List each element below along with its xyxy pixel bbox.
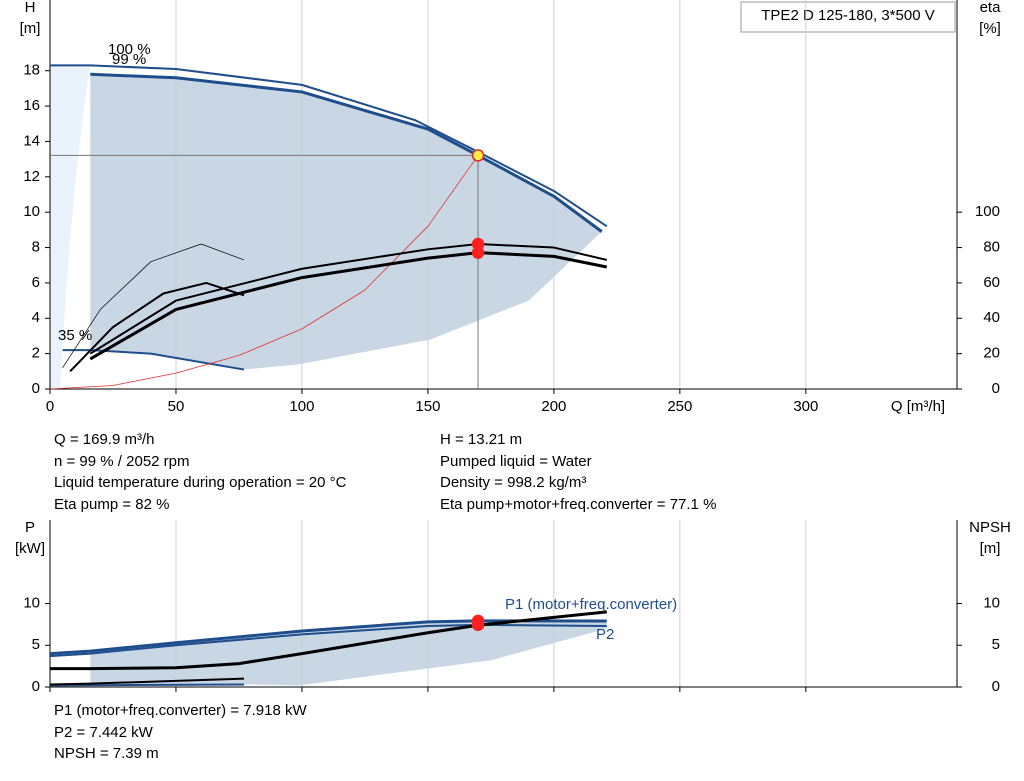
info-line: P2 = 7.442 kW	[54, 723, 153, 741]
chart-title: TPE2 D 125-180, 3*500 V	[761, 7, 934, 24]
info-line: NPSH = 7.39 m	[54, 745, 159, 762]
y2-tick-label: 80	[983, 239, 1000, 256]
y-tick-label: 2	[32, 345, 40, 362]
curve	[89, 243, 608, 355]
y2-axis-unit: [%]	[979, 20, 1001, 37]
info-line: Density = 998.2 kg/m³	[440, 474, 587, 491]
y2-axis-label: NPSH	[969, 519, 1011, 536]
y-tick-label: 4	[32, 309, 40, 326]
y-tick-label: 5	[32, 636, 40, 653]
y2-tick-label: 5	[992, 636, 1000, 653]
curve	[90, 72, 603, 233]
curve-label: 35 %	[58, 327, 92, 344]
operating-region	[90, 620, 607, 686]
y-tick-label: 10	[23, 594, 40, 611]
x-tick-label: 150	[415, 398, 440, 415]
x-tick-label: 100	[289, 398, 314, 415]
curve	[50, 64, 608, 228]
y-tick-label: 14	[23, 132, 40, 149]
curve	[49, 155, 479, 390]
y2-tick-label: 10	[983, 594, 1000, 611]
operating-point	[471, 246, 485, 259]
curve	[50, 610, 607, 671]
y-tick-label: 10	[23, 203, 40, 220]
info-right: H = 13.21 m Pumped liquid = Water Density …	[440, 429, 716, 515]
y2-tick-label: 40	[983, 309, 1000, 326]
y2-axis-label: eta	[980, 0, 1002, 16]
y-tick-label: 0	[32, 380, 40, 397]
title-box	[740, 1, 956, 33]
curve	[49, 677, 245, 686]
x-axis-label: Q [m³/h]	[891, 398, 945, 415]
x-tick-label: 200	[541, 398, 566, 415]
info-line: Q = 169.9 m³/h	[54, 431, 155, 448]
info-line: P1 (motor+freq.converter) = 7.918 kW	[54, 702, 307, 719]
y-tick-label: 6	[32, 274, 40, 291]
curve	[62, 349, 245, 371]
y2-tick-label: 0	[992, 678, 1000, 695]
curve	[89, 251, 608, 361]
y2-tick-label: 20	[983, 345, 1000, 362]
y2-tick-label: 60	[983, 274, 1000, 291]
curve-label: 100 %	[108, 41, 151, 58]
curve-label: 99 %	[112, 51, 146, 68]
x-tick-label: 250	[667, 398, 692, 415]
info-line: Liquid temperature during operation = 20…	[54, 474, 347, 491]
x-tick-label: 50	[168, 398, 185, 415]
y-tick-label: 0	[32, 678, 40, 695]
y-axis-label: H	[25, 0, 36, 16]
curve	[49, 683, 245, 687]
operating-point	[471, 149, 485, 162]
operating-region	[90, 74, 602, 370]
y-axis-unit: [m]	[20, 20, 41, 37]
info-line: H = 13.21 m	[440, 431, 523, 448]
info-left: Q = 169.9 m³/h n = 99 % / 2052 rpm Liquid …	[54, 429, 346, 515]
curve-label: P1 (motor+freq.converter)	[505, 596, 677, 613]
y-tick-label: 18	[23, 62, 40, 79]
info-line: Eta pump = 82 %	[54, 495, 170, 513]
y2-axis-unit: [m]	[980, 540, 1001, 557]
y-tick-label: 16	[23, 97, 40, 114]
curve	[69, 281, 245, 373]
info-line: n = 99 % / 2052 rpm	[54, 452, 190, 470]
info-bottom: P1 (motor+freq.converter) = 7.918 kW P2 =…	[54, 700, 307, 765]
y2-tick-label: 0	[992, 380, 1000, 397]
curve-label: P2	[596, 626, 614, 643]
y2-tick-label: 100	[975, 203, 1000, 220]
x-tick-label: 0	[46, 398, 54, 415]
operating-point	[471, 618, 485, 632]
info-line: Eta pump+motor+freq.converter = 77.1 %	[440, 495, 717, 513]
y-tick-label: 12	[23, 168, 40, 185]
curve	[62, 243, 245, 368]
y-tick-label: 8	[32, 239, 40, 256]
y-axis-unit: [kW]	[15, 540, 45, 557]
x-tick-label: 300	[793, 398, 818, 415]
y-axis-label: P	[25, 519, 35, 536]
light-region	[50, 65, 90, 389]
info-line: Pumped liquid = Water	[440, 452, 592, 470]
